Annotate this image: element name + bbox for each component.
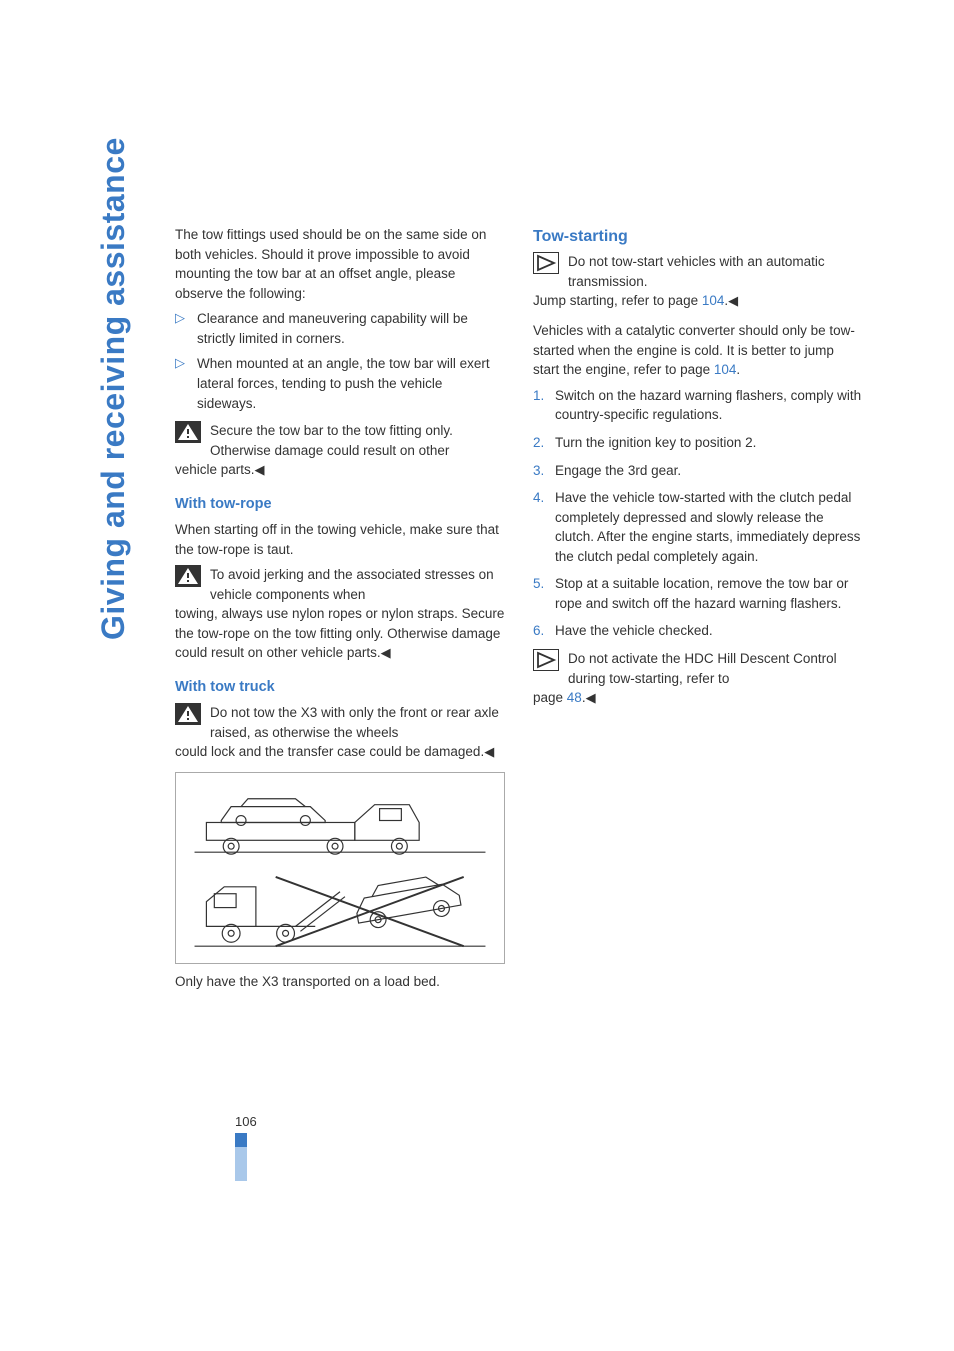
warning-icon (175, 703, 201, 725)
list-item: Clearance and maneuvering capability wil… (175, 309, 505, 348)
left-column: The tow fittings used should be on the s… (175, 225, 505, 998)
list-item: 3.Engage the 3rd gear. (533, 461, 863, 481)
tow-starting-heading: Tow-starting (533, 225, 863, 248)
tow-truck-diagram (175, 772, 505, 964)
list-item: 2.Turn the ignition key to position 2. (533, 433, 863, 453)
page-number-area: 106 (235, 1114, 335, 1181)
jump-start-line: Jump starting, refer to page 104.◀ (533, 291, 863, 311)
warning-text-cont: could lock and the transfer case could b… (175, 742, 505, 762)
offset-angle-list: Clearance and maneuvering capability wil… (175, 309, 505, 413)
page-link[interactable]: 104 (714, 362, 737, 377)
list-item: 1.Switch on the hazard warning flashers,… (533, 386, 863, 425)
info-text: Do not activate the HDC Hill Descent Con… (568, 649, 863, 688)
warning-text-cont: vehicle parts.◀ (175, 460, 505, 480)
page-link[interactable]: 48 (567, 690, 582, 705)
list-item: 5.Stop at a suitable location, remove th… (533, 574, 863, 613)
page-link[interactable]: 104 (702, 293, 725, 308)
warning-icon (175, 565, 201, 587)
list-item: When mounted at an angle, the tow bar wi… (175, 354, 505, 413)
with-tow-truck-heading: With tow truck (175, 677, 505, 698)
warning-text: Secure the tow bar to the tow fitting on… (210, 421, 505, 460)
warning-text-cont: towing, always use nylon ropes or nylon … (175, 604, 505, 663)
warning-icon (175, 421, 201, 443)
info-block: Do not activate the HDC Hill Descent Con… (533, 649, 863, 688)
warning-block: Secure the tow bar to the tow fitting on… (175, 421, 505, 460)
with-tow-rope-heading: With tow-rope (175, 494, 505, 515)
list-item: 4.Have the vehicle tow-started with the … (533, 488, 863, 566)
tow-start-steps: 1.Switch on the hazard warning flashers,… (533, 386, 863, 641)
intro-paragraph: The tow fittings used should be on the s… (175, 225, 505, 303)
catalytic-paragraph: Vehicles with a catalytic converter shou… (533, 321, 863, 380)
info-text: Do not tow-start vehicles with an automa… (568, 252, 863, 291)
warning-block: To avoid jerking and the associated stre… (175, 565, 505, 604)
warning-block: Do not tow the X3 with only the front or… (175, 703, 505, 742)
page-indicator-bar (235, 1133, 247, 1181)
info-icon (533, 252, 559, 274)
right-column: Tow-starting Do not tow-start vehicles w… (533, 225, 863, 998)
warning-text: To avoid jerking and the associated stre… (210, 565, 505, 604)
warning-text: Do not tow the X3 with only the front or… (210, 703, 505, 742)
page-content: The tow fittings used should be on the s… (175, 225, 865, 998)
hdc-line: page 48.◀ (533, 688, 863, 708)
section-sidebar-title: Giving and receiving assistance (95, 137, 132, 640)
list-item: 6.Have the vehicle checked. (533, 621, 863, 641)
page-number: 106 (235, 1114, 335, 1129)
diagram-caption: Only have the X3 transported on a load b… (175, 972, 505, 992)
tow-rope-paragraph: When starting off in the towing vehicle,… (175, 520, 505, 559)
info-block: Do not tow-start vehicles with an automa… (533, 252, 863, 291)
info-icon (533, 649, 559, 671)
